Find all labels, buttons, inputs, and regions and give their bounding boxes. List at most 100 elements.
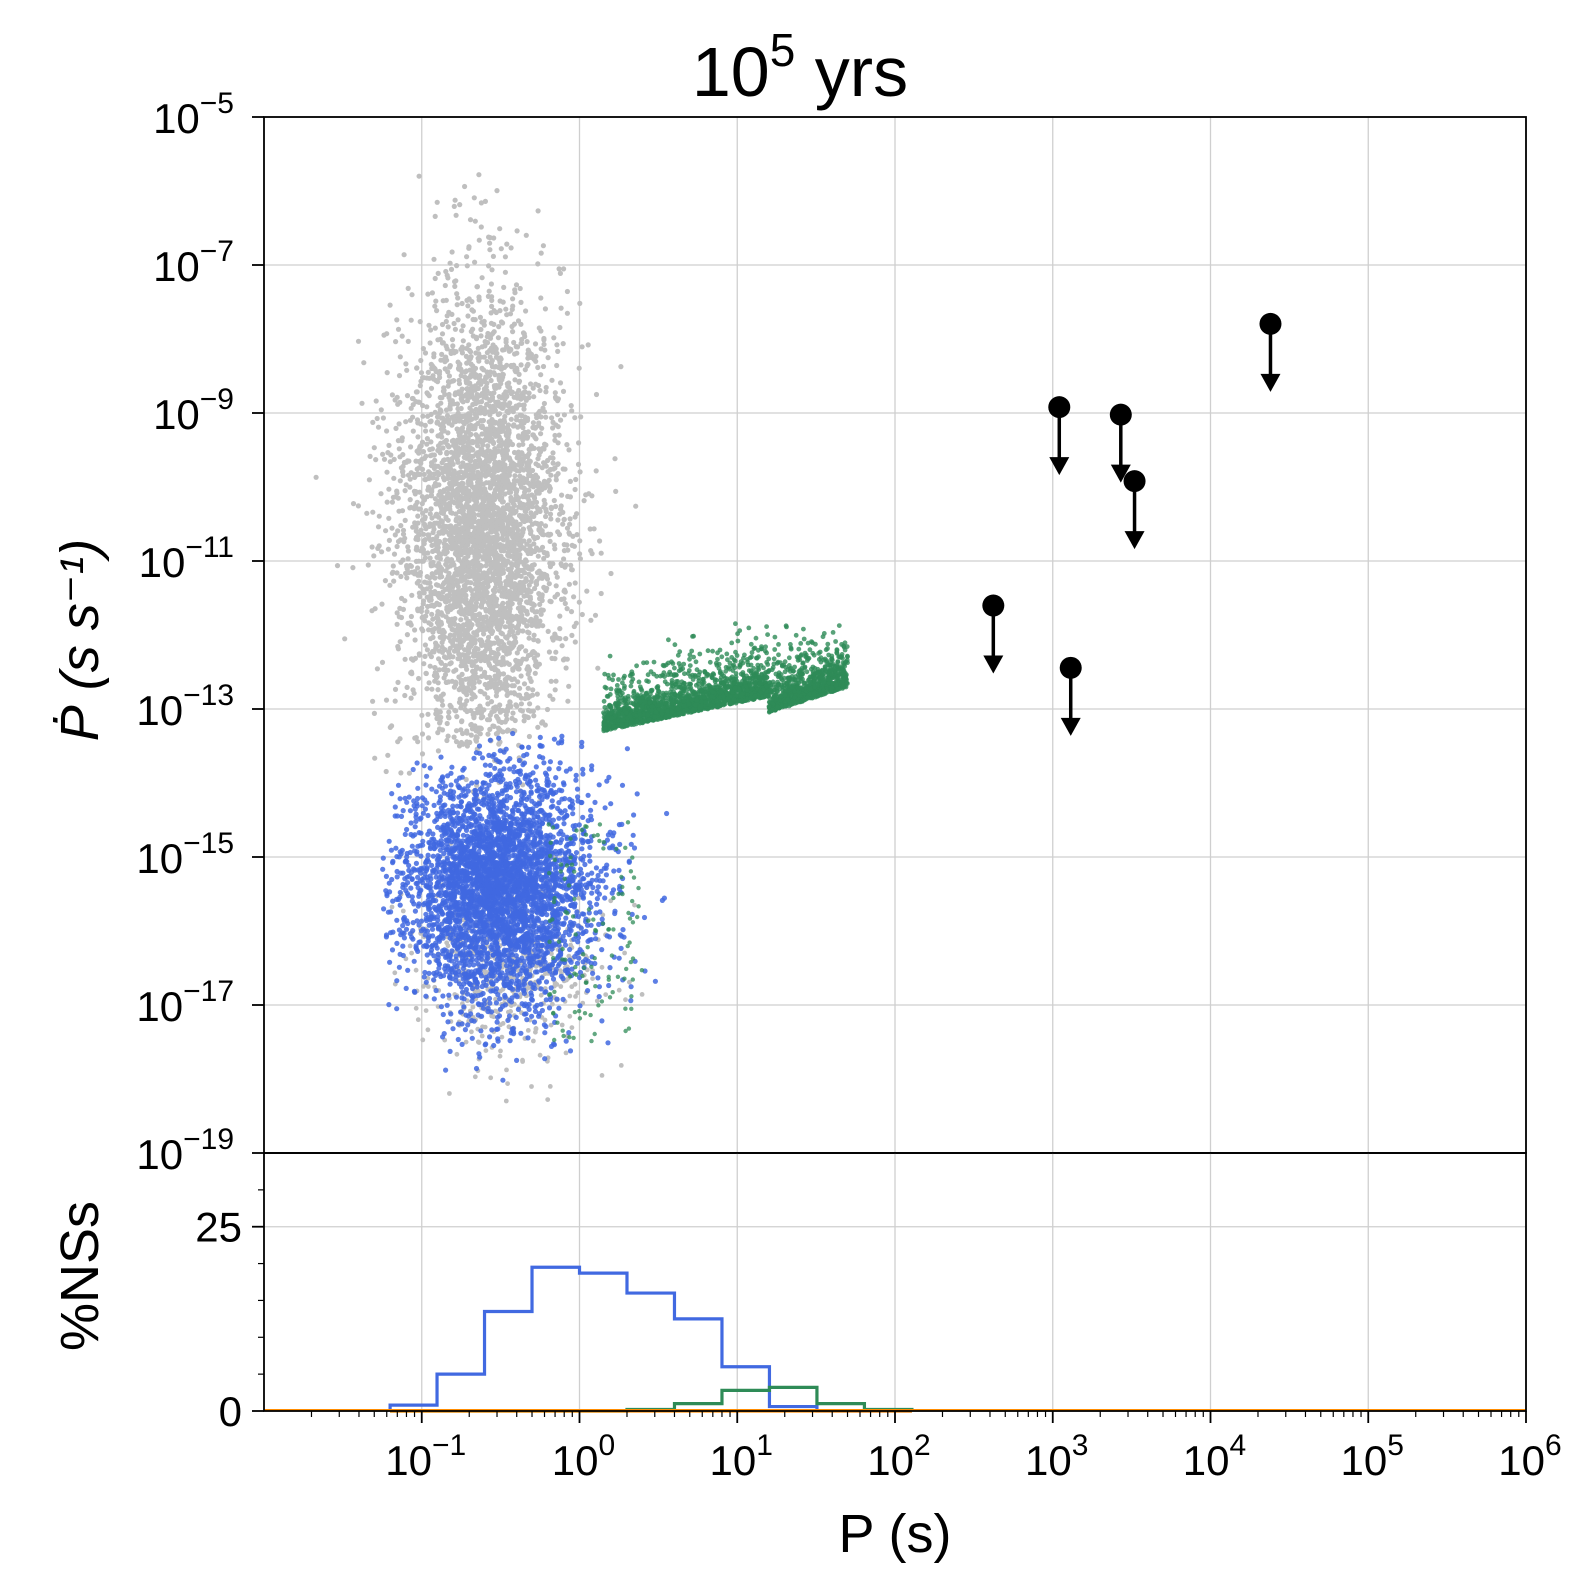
grey-point bbox=[415, 513, 421, 519]
title-suffix: yrs bbox=[795, 33, 908, 111]
grey-point bbox=[478, 485, 484, 491]
grey-point bbox=[534, 691, 540, 697]
grey-point bbox=[494, 689, 500, 695]
grey-point bbox=[465, 313, 471, 319]
grey-point bbox=[448, 660, 454, 666]
grey-point bbox=[522, 430, 528, 436]
grey-point bbox=[443, 542, 449, 548]
grey-point bbox=[551, 335, 557, 341]
grey-point bbox=[395, 326, 402, 332]
grey-point bbox=[482, 465, 488, 471]
grey-point bbox=[545, 628, 551, 635]
grey-point bbox=[462, 555, 468, 562]
grey-point bbox=[392, 686, 399, 693]
grey-point bbox=[507, 675, 513, 681]
grey-point bbox=[470, 592, 476, 598]
grey-point bbox=[569, 408, 575, 414]
grey-point bbox=[460, 338, 466, 344]
grey-point bbox=[489, 396, 495, 402]
grey-point bbox=[384, 370, 390, 376]
grey-point bbox=[443, 561, 449, 568]
grey-point bbox=[433, 694, 439, 700]
grey-point bbox=[508, 527, 514, 533]
grey-point bbox=[486, 621, 492, 628]
grey-point bbox=[565, 698, 571, 704]
grey-point bbox=[462, 706, 468, 713]
grey-point bbox=[389, 525, 395, 531]
grey-point bbox=[517, 644, 523, 650]
grey-point bbox=[488, 405, 495, 411]
grey-point bbox=[417, 583, 423, 589]
grey-point bbox=[531, 541, 537, 547]
grey-point bbox=[436, 538, 443, 545]
grey-point bbox=[433, 640, 439, 646]
grey-point bbox=[572, 514, 578, 520]
grey-point bbox=[463, 543, 469, 550]
grey-point bbox=[577, 469, 583, 475]
grey-point bbox=[511, 449, 518, 456]
grey-point bbox=[409, 950, 414, 956]
grey-point bbox=[544, 576, 551, 582]
grey-point bbox=[404, 563, 410, 569]
grey-point bbox=[555, 461, 561, 467]
grey-point bbox=[422, 523, 428, 529]
grey-point bbox=[547, 538, 553, 545]
grey-point bbox=[479, 511, 486, 517]
grey-point bbox=[530, 601, 536, 607]
grey-point bbox=[579, 344, 585, 350]
grey-point bbox=[464, 743, 470, 749]
grey-point bbox=[429, 686, 435, 692]
grey-point bbox=[459, 328, 465, 334]
grey-point bbox=[598, 590, 604, 597]
grey-point bbox=[413, 489, 419, 495]
grey-point bbox=[495, 335, 501, 341]
grey-point bbox=[513, 702, 519, 708]
grey-point bbox=[561, 556, 567, 562]
grey-point bbox=[520, 605, 526, 611]
grey-point bbox=[541, 550, 548, 556]
grey-point bbox=[533, 580, 539, 586]
grey-point bbox=[386, 515, 392, 521]
grey-point bbox=[419, 712, 425, 718]
grey-point bbox=[361, 360, 367, 366]
grey-point bbox=[432, 665, 438, 671]
grey-point bbox=[523, 453, 529, 459]
grey-point bbox=[599, 1073, 605, 1078]
grey-point bbox=[471, 543, 477, 549]
grey-point bbox=[496, 476, 502, 482]
grey-point bbox=[489, 616, 495, 622]
grey-point bbox=[409, 592, 415, 598]
grey-point bbox=[486, 556, 492, 562]
grey-point bbox=[419, 751, 426, 757]
grey-point bbox=[481, 707, 487, 713]
grey-point bbox=[451, 203, 457, 209]
grey-point bbox=[492, 598, 498, 604]
grey-point bbox=[526, 472, 532, 478]
grey-point bbox=[497, 514, 504, 520]
grey-point bbox=[536, 490, 542, 496]
grey-point bbox=[440, 445, 446, 451]
grey-point bbox=[487, 726, 493, 733]
grey-point bbox=[411, 690, 417, 696]
grey-point bbox=[480, 417, 486, 424]
grey-point bbox=[447, 260, 453, 266]
grey-point bbox=[535, 208, 541, 214]
grey-point bbox=[440, 470, 446, 476]
grey-point bbox=[528, 381, 534, 387]
grey-point bbox=[404, 367, 410, 373]
grey-point bbox=[595, 665, 601, 671]
grey-point bbox=[418, 357, 424, 364]
grey-point bbox=[476, 679, 482, 685]
grey-point bbox=[567, 531, 573, 537]
blue-point bbox=[543, 979, 550, 985]
grey-point bbox=[498, 246, 504, 252]
grey-point bbox=[457, 644, 463, 651]
grey-point bbox=[496, 576, 503, 582]
grey-point bbox=[408, 613, 414, 620]
grey-point bbox=[484, 581, 491, 587]
grey-point bbox=[550, 561, 556, 567]
grey-point bbox=[526, 635, 532, 641]
grey-point bbox=[477, 624, 483, 631]
grey-point bbox=[475, 706, 481, 713]
grey-point bbox=[594, 998, 600, 1004]
